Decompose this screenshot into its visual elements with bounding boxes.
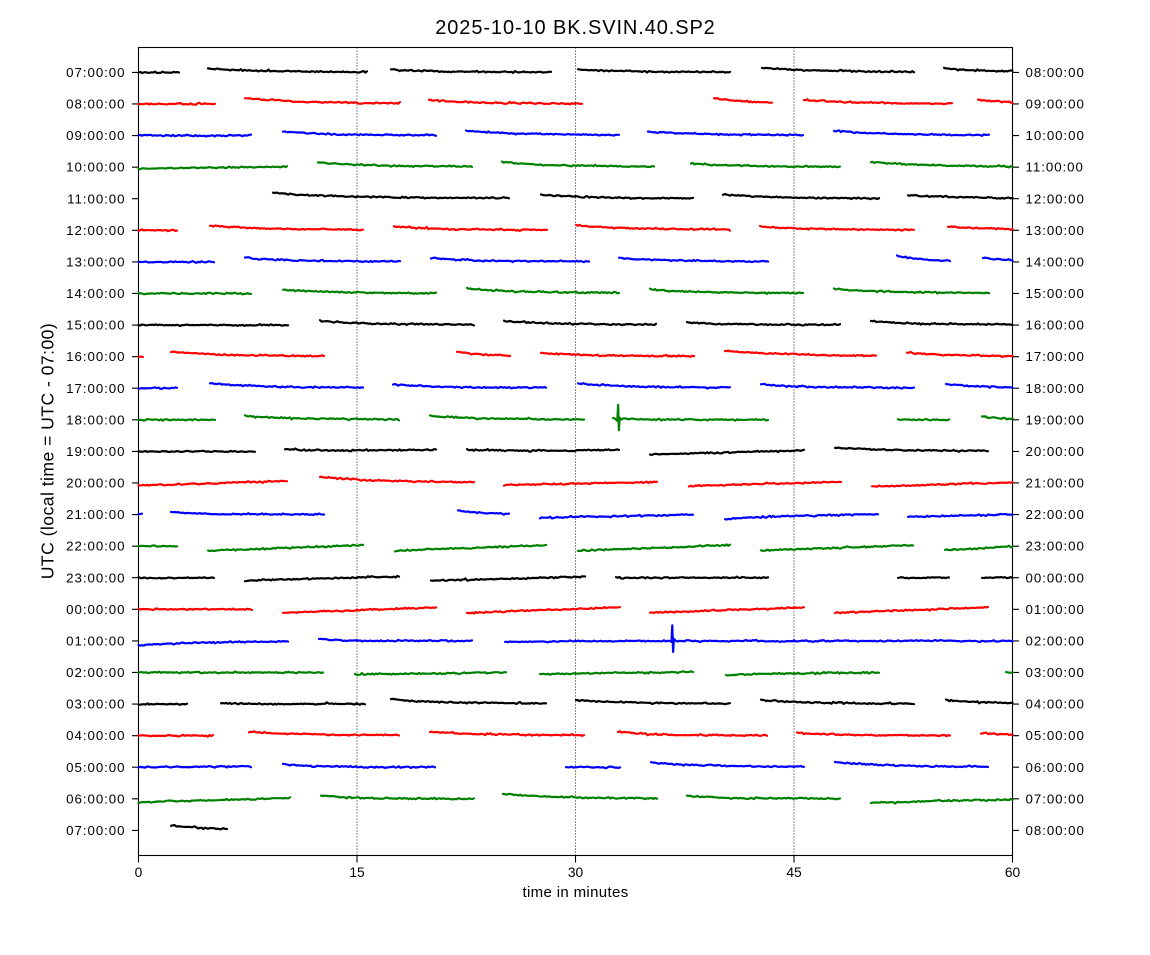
svg-text:11:00:00: 11:00:00 — [67, 191, 125, 206]
svg-text:20:00:00: 20:00:00 — [1026, 444, 1085, 459]
svg-text:12:00:00: 12:00:00 — [1026, 191, 1085, 206]
svg-text:13:00:00: 13:00:00 — [66, 255, 125, 270]
svg-text:30: 30 — [568, 865, 584, 880]
svg-text:2025-10-10 BK.SVIN.40.SP2: 2025-10-10 BK.SVIN.40.SP2 — [435, 17, 715, 39]
svg-text:11:00:00: 11:00:00 — [1026, 160, 1084, 175]
svg-text:03:00:00: 03:00:00 — [1026, 665, 1085, 680]
svg-text:17:00:00: 17:00:00 — [66, 381, 125, 396]
svg-text:15:00:00: 15:00:00 — [1026, 286, 1085, 301]
svg-text:0: 0 — [135, 865, 143, 880]
svg-text:19:00:00: 19:00:00 — [1026, 412, 1085, 427]
svg-text:09:00:00: 09:00:00 — [66, 128, 125, 143]
svg-text:21:00:00: 21:00:00 — [66, 507, 125, 522]
svg-text:08:00:00: 08:00:00 — [1026, 823, 1085, 838]
svg-text:07:00:00: 07:00:00 — [66, 65, 125, 80]
svg-text:07:00:00: 07:00:00 — [1026, 791, 1085, 806]
svg-text:21:00:00: 21:00:00 — [1026, 476, 1085, 491]
svg-text:16:00:00: 16:00:00 — [66, 349, 125, 364]
svg-text:18:00:00: 18:00:00 — [1026, 381, 1085, 396]
svg-text:08:00:00: 08:00:00 — [66, 97, 125, 112]
svg-text:10:00:00: 10:00:00 — [66, 160, 125, 175]
svg-text:15:00:00: 15:00:00 — [66, 318, 125, 333]
svg-text:19:00:00: 19:00:00 — [66, 444, 125, 459]
svg-text:03:00:00: 03:00:00 — [66, 697, 125, 712]
svg-text:07:00:00: 07:00:00 — [66, 823, 125, 838]
svg-text:13:00:00: 13:00:00 — [1026, 223, 1085, 238]
svg-text:45: 45 — [786, 865, 802, 880]
svg-text:10:00:00: 10:00:00 — [1026, 128, 1085, 143]
svg-text:00:00:00: 00:00:00 — [66, 602, 125, 617]
svg-text:04:00:00: 04:00:00 — [1026, 697, 1085, 712]
svg-text:04:00:00: 04:00:00 — [66, 728, 125, 743]
svg-text:23:00:00: 23:00:00 — [66, 570, 125, 585]
svg-text:60: 60 — [1005, 865, 1021, 880]
svg-text:09:00:00: 09:00:00 — [1026, 97, 1085, 112]
svg-text:05:00:00: 05:00:00 — [66, 760, 125, 775]
svg-text:00:00:00: 00:00:00 — [1026, 570, 1085, 585]
svg-text:14:00:00: 14:00:00 — [66, 286, 125, 301]
svg-text:15: 15 — [349, 865, 365, 880]
svg-text:22:00:00: 22:00:00 — [66, 539, 125, 554]
svg-text:16:00:00: 16:00:00 — [1026, 318, 1085, 333]
svg-text:23:00:00: 23:00:00 — [1026, 539, 1085, 554]
svg-text:22:00:00: 22:00:00 — [1026, 507, 1085, 522]
svg-text:12:00:00: 12:00:00 — [66, 223, 125, 238]
svg-text:06:00:00: 06:00:00 — [1026, 760, 1085, 775]
svg-text:20:00:00: 20:00:00 — [66, 476, 125, 491]
svg-text:01:00:00: 01:00:00 — [66, 634, 125, 649]
svg-text:18:00:00: 18:00:00 — [66, 412, 125, 427]
svg-text:02:00:00: 02:00:00 — [1026, 634, 1085, 649]
svg-text:01:00:00: 01:00:00 — [1026, 602, 1085, 617]
svg-text:14:00:00: 14:00:00 — [1026, 255, 1085, 270]
svg-text:02:00:00: 02:00:00 — [66, 665, 125, 680]
svg-text:UTC (local time = UTC - 07:00): UTC (local time = UTC - 07:00) — [38, 323, 58, 579]
svg-text:08:00:00: 08:00:00 — [1026, 65, 1085, 80]
svg-text:time in minutes: time in minutes — [522, 884, 628, 901]
svg-text:05:00:00: 05:00:00 — [1026, 728, 1085, 743]
svg-text:17:00:00: 17:00:00 — [1026, 349, 1085, 364]
svg-text:06:00:00: 06:00:00 — [66, 791, 125, 806]
